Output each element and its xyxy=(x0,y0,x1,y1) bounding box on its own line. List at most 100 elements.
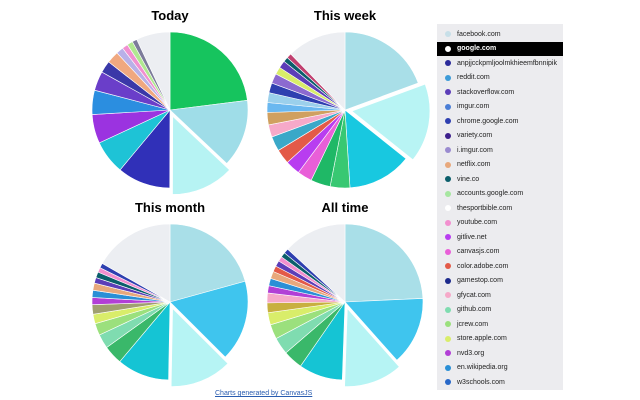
legend-label: gamestop.com xyxy=(457,277,503,285)
chart-title-all-time: All time xyxy=(321,200,369,215)
legend-label: nvd3.org xyxy=(457,349,485,357)
pie-slice[interactable] xyxy=(287,223,346,303)
legend-swatch xyxy=(445,306,451,313)
legend-swatch xyxy=(445,234,451,241)
legend-swatch xyxy=(445,263,451,270)
legend-item[interactable]: thesportbible.com xyxy=(437,201,563,216)
legend-item[interactable]: youtube.com xyxy=(437,216,563,231)
legend-item[interactable]: netflix.com xyxy=(437,158,563,173)
legend-label: facebook.com xyxy=(457,30,501,38)
legend-item[interactable]: variety.com xyxy=(437,129,563,144)
legend-label: reddit.com xyxy=(457,74,490,82)
legend-swatch xyxy=(445,89,451,96)
pie-chart-today xyxy=(91,31,249,195)
legend-item[interactable]: i.imgur.com xyxy=(437,143,563,158)
legend-label: thesportbible.com xyxy=(457,204,513,212)
pie-slice[interactable] xyxy=(169,100,249,164)
pie-chart-this-month xyxy=(91,223,249,387)
legend-item[interactable]: anpjjcckpmljoolmkhieemfbnnipik xyxy=(437,56,563,71)
legend-item[interactable]: nvd3.org xyxy=(437,346,563,361)
legend-label: github.com xyxy=(457,306,492,314)
legend-label: chrome.google.com xyxy=(457,117,519,125)
legend-swatch xyxy=(445,205,451,212)
legend-label: store.apple.com xyxy=(457,335,507,343)
legend-swatch xyxy=(445,190,451,197)
legend-item[interactable]: canvasjs.com xyxy=(437,245,563,260)
pie-slice[interactable] xyxy=(351,83,431,161)
pie-slice[interactable] xyxy=(344,307,400,387)
pie-chart-all-time xyxy=(266,223,424,387)
legend-item[interactable]: github.com xyxy=(437,303,563,318)
canvasjs-credit-link[interactable]: Charts generated by CanvasJS xyxy=(215,390,313,397)
legend-label: anpjjcckpmljoolmkhieemfbnnipik xyxy=(457,59,557,67)
legend-swatch xyxy=(445,176,451,183)
legend-item[interactable]: gamestop.com xyxy=(437,274,563,289)
legend-swatch xyxy=(445,219,451,226)
legend-item[interactable]: gitlive.net xyxy=(437,230,563,245)
pie-slice[interactable] xyxy=(101,223,171,303)
legend-item[interactable]: en.wikipedia.org xyxy=(437,361,563,376)
legend-swatch xyxy=(445,364,451,371)
legend-label: w3schools.com xyxy=(457,378,505,386)
legend-item[interactable]: chrome.google.com xyxy=(437,114,563,129)
legend-label: i.imgur.com xyxy=(457,146,493,154)
legend-swatch xyxy=(445,335,451,342)
legend-label: gfycat.com xyxy=(457,291,491,299)
legend-item[interactable]: store.apple.com xyxy=(437,332,563,347)
legend-swatch xyxy=(445,118,451,125)
pie-slice[interactable] xyxy=(169,280,249,358)
legend-label: vine.co xyxy=(457,175,480,183)
chart-title-today: Today xyxy=(151,8,189,23)
pie-slice[interactable] xyxy=(344,109,407,189)
legend-swatch xyxy=(445,31,451,38)
pie-slice[interactable] xyxy=(136,31,171,111)
legend-swatch xyxy=(445,277,451,284)
pie-slice[interactable] xyxy=(290,31,346,111)
legend-label: netflix.com xyxy=(457,161,491,169)
legend-item[interactable]: imgur.com xyxy=(437,100,563,115)
pie-slice[interactable] xyxy=(344,31,419,111)
legend-item[interactable]: google.com xyxy=(437,41,563,56)
pie-chart-this-week xyxy=(266,31,431,189)
pie-slice[interactable] xyxy=(170,307,229,387)
legend-item[interactable]: facebook.com xyxy=(437,27,563,42)
legend-swatch xyxy=(445,147,451,154)
legend-label: stackoverflow.com xyxy=(457,88,515,96)
pie-slice[interactable] xyxy=(169,31,248,111)
legend-swatch xyxy=(445,45,451,52)
legend-item[interactable]: stackoverflow.com xyxy=(437,85,563,100)
legend-label: google.com xyxy=(457,45,497,53)
legend-swatch xyxy=(445,103,451,110)
legend-item[interactable]: vine.co xyxy=(437,172,563,187)
legend-swatch xyxy=(445,60,451,67)
legend-item[interactable]: accounts.google.com xyxy=(437,187,563,202)
legend-swatch xyxy=(445,350,451,357)
legend-label: gitlive.net xyxy=(457,233,487,241)
legend-item[interactable]: w3schools.com xyxy=(437,375,563,390)
pie-slice[interactable] xyxy=(344,223,424,303)
legend-item[interactable]: color.adobe.com xyxy=(437,259,563,274)
legend-swatch xyxy=(445,132,451,139)
legend-panel: facebook.com google.com anpjjcckpmljoolmkh… xyxy=(437,24,563,390)
legend-item[interactable]: gfycat.com xyxy=(437,288,563,303)
legend-swatch xyxy=(445,321,451,328)
legend-label: jcrew.com xyxy=(457,320,489,328)
legend-label: accounts.google.com xyxy=(457,190,524,198)
pie-slice[interactable] xyxy=(172,115,230,195)
legend-swatch xyxy=(445,292,451,299)
legend-swatch xyxy=(445,379,451,386)
legend-swatch xyxy=(445,161,451,168)
legend-label: color.adobe.com xyxy=(457,262,509,270)
legend-item[interactable]: jcrew.com xyxy=(437,317,563,332)
legend-label: canvasjs.com xyxy=(457,248,500,256)
legend-label: imgur.com xyxy=(457,103,490,111)
legend-label: variety.com xyxy=(457,132,493,140)
pie-slice[interactable] xyxy=(169,223,246,303)
legend-item[interactable]: reddit.com xyxy=(437,71,563,86)
legend-swatch xyxy=(445,74,451,81)
legend-label: youtube.com xyxy=(457,219,498,227)
legend-label: en.wikipedia.org xyxy=(457,364,508,372)
pie-slice[interactable] xyxy=(344,298,424,361)
chart-title-this-month: This month xyxy=(134,200,206,215)
legend-swatch xyxy=(445,248,451,255)
